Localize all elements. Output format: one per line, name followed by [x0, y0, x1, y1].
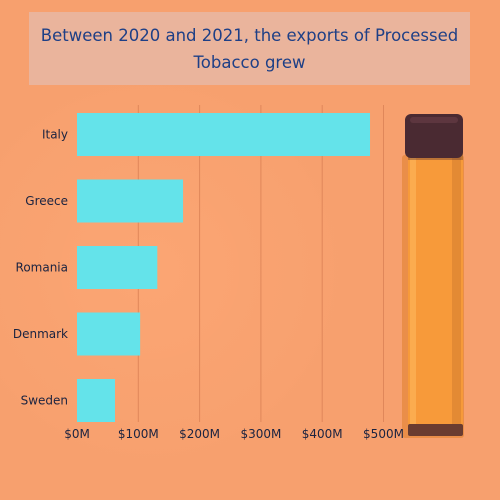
category-label-greece: Greece [25, 194, 68, 208]
chart-title: Between 2020 and 2021, the exports of Pr… [40, 25, 459, 72]
x-tick-labels: $0M $100M $200M $300M $400M $500M [64, 427, 404, 441]
bar-sweden [77, 379, 116, 422]
bar-romania [77, 246, 158, 289]
title-banner: Between 2020 and 2021, the exports of Pr… [29, 12, 470, 85]
category-label-denmark: Denmark [13, 327, 68, 341]
x-tick-label: $500M [363, 427, 404, 441]
category-labels: Italy Greece Romania Denmark Sweden [13, 128, 68, 408]
x-tick-label: $200M [179, 427, 220, 441]
bars [77, 113, 371, 422]
category-label-italy: Italy [42, 128, 68, 142]
bar-greece [77, 179, 184, 223]
category-label-romania: Romania [16, 261, 68, 275]
bar-denmark [77, 312, 141, 356]
vape-pen-icon [402, 114, 464, 438]
x-tick-label: $300M [240, 427, 281, 441]
bar-italy [77, 113, 371, 156]
gridlines [137, 105, 384, 422]
category-label-sweden: Sweden [21, 394, 68, 408]
x-tick-label: $400M [302, 427, 343, 441]
x-tick-label: $100M [118, 427, 159, 441]
x-tick-label: $0M [64, 427, 90, 441]
